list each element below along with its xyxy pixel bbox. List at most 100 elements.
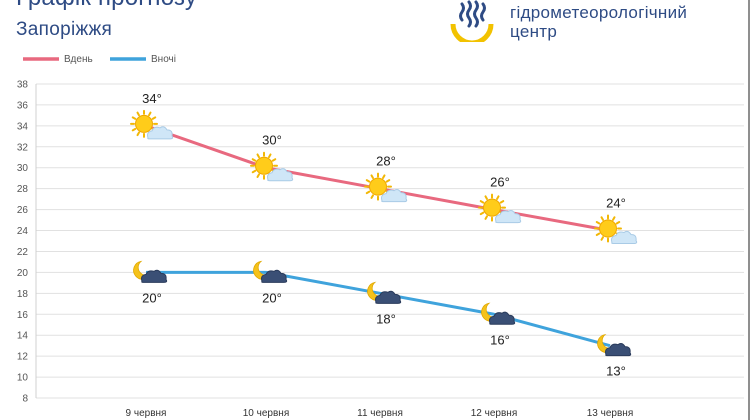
sun-ray xyxy=(484,195,488,200)
sun-ray xyxy=(479,200,485,204)
sun-disc xyxy=(483,198,501,217)
y-tick-label-24: 24 xyxy=(17,226,29,237)
sun-cloud-icon-2 xyxy=(250,151,294,182)
moon-cloud-icon-5 xyxy=(597,334,632,357)
y-tick-label-14: 14 xyxy=(17,331,29,342)
data-label-2-3: 18° xyxy=(376,311,396,326)
cloud-shape xyxy=(141,269,168,283)
sun-ray xyxy=(370,194,374,199)
sun-ray xyxy=(600,236,604,241)
chart-grid xyxy=(36,83,744,399)
sun-ray xyxy=(136,131,140,137)
data-labels: 34° 30° 28° 26° 24° 20° 20° 18° 16° 13° xyxy=(142,91,626,379)
cloud-shape xyxy=(495,209,522,224)
sun-ray xyxy=(484,215,488,220)
x-tick-label-1: 9 червня xyxy=(126,408,167,419)
cloud-shape xyxy=(267,168,294,182)
x-tick-label-3: 11 червня xyxy=(357,408,403,419)
sun-ray xyxy=(131,127,137,132)
cloud-shape xyxy=(381,189,408,203)
sun-ray xyxy=(499,200,505,204)
data-label-2-1: 20° xyxy=(142,290,162,305)
y-tick-label-34: 34 xyxy=(17,121,29,132)
cloud-shape xyxy=(605,343,632,357)
sun-cloud-icon-5 xyxy=(594,214,638,245)
y-tick-label-10: 10 xyxy=(17,373,29,384)
cloud-shape xyxy=(489,311,516,325)
page-title: Графік прогнозу xyxy=(16,0,197,12)
sun-ray xyxy=(385,179,391,183)
sun-disc xyxy=(135,114,153,133)
data-label-1-5: 24° xyxy=(606,196,626,211)
sun-ray xyxy=(600,216,604,221)
sun-ray xyxy=(251,158,257,162)
y-tick-label-20: 20 xyxy=(17,268,29,279)
data-label-1-1: 34° xyxy=(142,91,162,106)
sun-ray xyxy=(370,174,374,180)
sun-disc xyxy=(369,177,387,196)
brand-line-1: гідрометеорологічний xyxy=(510,3,688,22)
data-label-1-3: 28° xyxy=(376,154,396,169)
series-line-2 xyxy=(146,270,611,348)
sun-ray xyxy=(148,111,152,117)
sun-ray xyxy=(365,179,371,183)
city-name: Запоріжжя xyxy=(16,19,113,40)
moon-cloud-icon-2 xyxy=(253,260,288,283)
sun-ray xyxy=(382,174,386,180)
sun-ray xyxy=(136,111,140,117)
sun-ray xyxy=(271,158,277,162)
y-tick-label-32: 32 xyxy=(17,142,29,153)
hydromet-logo-icon xyxy=(450,0,494,42)
y-tick-label-12: 12 xyxy=(17,352,29,363)
x-tick-label-2: 10 червня xyxy=(243,408,289,419)
data-label-2-2: 20° xyxy=(262,290,282,305)
sun-cloud-icon-3 xyxy=(364,172,408,203)
sun-disc xyxy=(255,156,273,175)
y-tick-label-36: 36 xyxy=(17,100,29,111)
sun-ray xyxy=(615,221,621,225)
brand-name: гідрометеорологічний центр xyxy=(510,3,687,41)
x-tick-label-5: 13 червня xyxy=(587,408,633,419)
y-tick-label-8: 8 xyxy=(22,394,28,405)
x-tick-label-4: 12 червня xyxy=(471,408,517,419)
y-tick-label-28: 28 xyxy=(17,184,29,195)
y-tick-label-26: 26 xyxy=(17,205,29,216)
sun-ray xyxy=(479,211,485,216)
brand-line-2: центр xyxy=(510,22,558,41)
sun-disc xyxy=(599,219,617,238)
sun-ray xyxy=(496,195,500,200)
data-label-1-2: 30° xyxy=(262,133,282,148)
y-tick-label-18: 18 xyxy=(17,289,29,300)
y-tick-label-16: 16 xyxy=(17,310,29,321)
sun-cloud-icon-4 xyxy=(478,193,522,224)
sun-ray xyxy=(595,221,601,225)
sun-ray xyxy=(251,169,257,174)
data-label-2-5: 13° xyxy=(606,364,626,379)
moon-cloud-icon-3 xyxy=(367,281,402,304)
sun-ray xyxy=(612,216,616,221)
weather-icons xyxy=(130,109,638,357)
y-tick-label-38: 38 xyxy=(17,80,29,91)
sun-ray xyxy=(365,190,371,195)
legend-label-1: Вдень xyxy=(64,54,93,65)
moon-cloud-icon-1 xyxy=(133,260,168,283)
data-label-1-4: 26° xyxy=(490,175,510,190)
sun-ray xyxy=(268,153,272,159)
y-tick-label-22: 22 xyxy=(17,247,29,258)
y-axis: 8 10 12 14 16 18 20 22 24 26 28 30 32 34 36 38 xyxy=(17,80,37,405)
legend-label-2: Вночі xyxy=(151,54,176,65)
y-tick-label-30: 30 xyxy=(17,163,29,174)
sun-ray xyxy=(256,173,260,178)
cloud-shape xyxy=(147,126,174,140)
sun-ray xyxy=(151,116,157,120)
cloud-shape xyxy=(261,269,288,283)
moon-cloud-icon-4 xyxy=(481,302,516,325)
cloud-shape xyxy=(611,230,638,245)
sun-cloud-icon-1 xyxy=(130,109,174,140)
data-label-2-4: 16° xyxy=(490,332,510,347)
x-axis: 9 червня 10 червня 11 червня 12 червня 13 че… xyxy=(126,408,634,419)
chart-legend: Вдень Вночі xyxy=(23,54,176,65)
sun-ray xyxy=(131,116,137,120)
cloud-shape xyxy=(375,290,402,304)
